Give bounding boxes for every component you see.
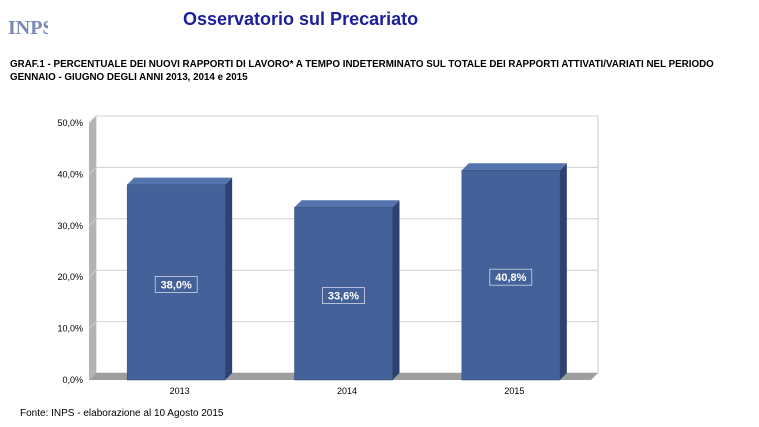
bar-top [294,200,400,208]
gridline-depth [88,321,97,329]
inps-logo: INPS [6,8,54,42]
source-note: Fonte: INPS - elaborazione al 10 Agosto … [20,408,224,419]
y-tick-label: 0,0% [62,375,83,385]
y-tick-label: 50,0% [57,118,83,128]
x-tick-label: 2014 [337,386,357,396]
y-tick-label: 10,0% [57,324,83,334]
data-label-box [322,287,365,304]
gridline-depth [88,269,97,278]
left-wall [89,116,96,380]
x-tick-label: 2013 [170,386,190,396]
y-tick-label: 40,0% [57,169,83,179]
bar-side [225,177,233,380]
page-title: Osservatorio sul Precariato [183,9,419,29]
data-label: 40,8% [495,272,526,284]
bar-top [127,177,233,185]
gridline-depth [88,167,97,175]
data-label: 33,6% [328,291,359,303]
gridline-depth [88,115,97,124]
bar-side [559,163,567,380]
x-tick-label: 2015 [504,386,524,396]
y-tick-label: 20,0% [57,272,83,282]
data-label-box [154,276,198,293]
gridline-depth [88,218,97,227]
y-tick-label: 30,0% [57,221,83,231]
data-label-box [489,268,533,286]
chart-title: GRAF.1 - PERCENTUALE DEI NUOVI RAPPORTI … [10,59,714,83]
bar-side [392,200,400,380]
bar-top [461,163,567,171]
data-label: 38,0% [161,279,192,291]
logo-text: INPS [8,17,48,39]
